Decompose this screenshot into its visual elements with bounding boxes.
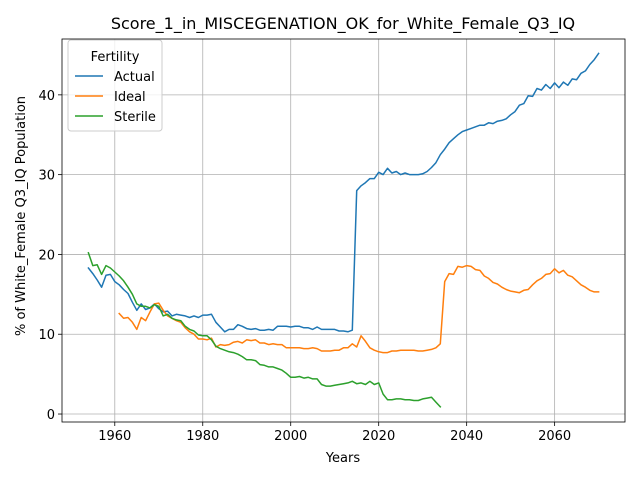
x-tick-label: 1980 xyxy=(186,429,219,444)
legend-box xyxy=(67,39,163,132)
series-lines xyxy=(87,52,600,408)
x-tick-label: 1960 xyxy=(98,429,131,444)
y-tick-label: 20 xyxy=(38,248,55,263)
legend-label-sterile: Sterile xyxy=(114,110,156,125)
legend-title: Fertility xyxy=(91,50,140,65)
y-axis-label: % of White_Female Q3_IQ Population xyxy=(14,96,29,336)
grid-lines xyxy=(62,39,625,422)
x-tick-label: 2000 xyxy=(274,429,307,444)
x-tick-label: 2060 xyxy=(538,429,571,444)
series-line-actual xyxy=(87,52,600,333)
y-tick-label: 0 xyxy=(47,408,55,423)
y-tick-label: 40 xyxy=(38,89,55,104)
x-tick-label: 2040 xyxy=(450,429,483,444)
series-line-sterile xyxy=(87,251,442,408)
axis-ticks: 1960 1980 2000 2020 2040 2060 0 10 20 30 40 xyxy=(38,89,571,444)
chart-title: Score_1_in_MISCEGENATION_OK_for_White_Fe… xyxy=(111,14,575,34)
y-tick-label: 10 xyxy=(38,328,55,343)
plot-area-frame xyxy=(61,38,626,423)
y-tick-label: 30 xyxy=(38,169,55,184)
legend-label-ideal: Ideal xyxy=(114,90,146,105)
series-line-ideal xyxy=(118,264,600,354)
x-tick-label: 2020 xyxy=(362,429,395,444)
legend-label-actual: Actual xyxy=(114,70,155,85)
x-axis-label: Years xyxy=(325,451,361,466)
legend: Fertility Actual Ideal Sterile xyxy=(67,39,163,132)
